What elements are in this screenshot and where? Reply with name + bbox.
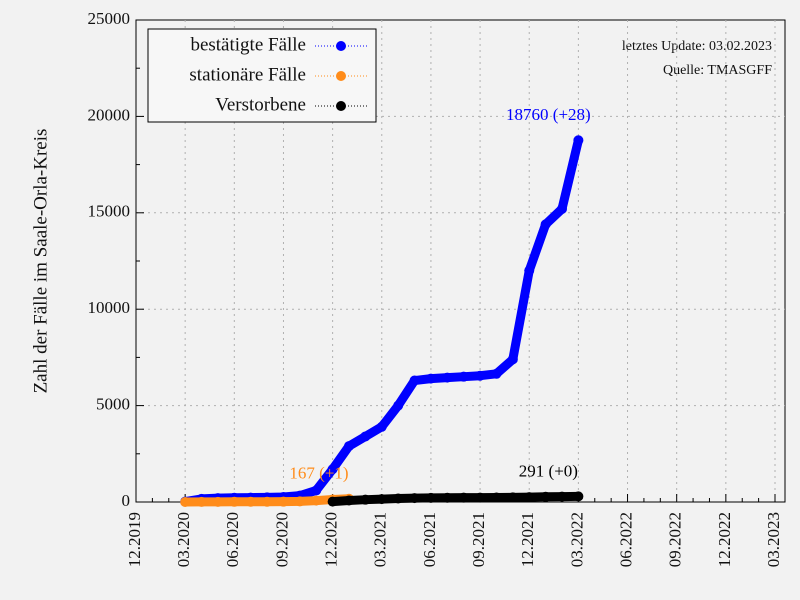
value-label: 291 (+0) xyxy=(519,461,578,480)
data-point xyxy=(393,493,404,504)
x-tick-label: 09.2022 xyxy=(666,512,685,567)
x-tick-label: 06.2020 xyxy=(223,512,242,567)
data-point xyxy=(425,492,436,503)
x-tick-label: 03.2022 xyxy=(567,512,586,567)
data-point xyxy=(344,441,354,452)
y-tick-label: 10000 xyxy=(88,298,131,317)
data-point xyxy=(212,496,223,507)
data-point xyxy=(573,491,584,502)
x-tick-label: 09.2020 xyxy=(272,512,291,567)
x-tick-label: 12.2021 xyxy=(518,512,537,567)
data-point xyxy=(442,492,453,503)
legend-label: Verstorbene xyxy=(215,94,306,115)
data-point xyxy=(327,496,338,507)
data-point xyxy=(360,431,371,442)
data-point xyxy=(491,492,502,503)
data-point xyxy=(425,373,436,384)
value-label: 167 (+1) xyxy=(289,464,348,483)
data-point xyxy=(557,491,567,502)
data-point xyxy=(376,494,387,505)
data-point xyxy=(229,496,240,507)
data-point xyxy=(409,493,420,504)
data-point xyxy=(491,368,502,379)
data-point xyxy=(409,375,420,386)
x-tick-label: 03.2023 xyxy=(764,512,783,567)
data-point xyxy=(475,492,486,503)
data-point xyxy=(393,400,404,411)
y-tick-label: 5000 xyxy=(96,395,130,414)
data-point xyxy=(540,491,551,502)
legend-label: stationäre Fälle xyxy=(189,64,306,85)
value-label: 18760 (+28) xyxy=(506,105,591,124)
data-point xyxy=(458,371,469,382)
legend-marker xyxy=(336,41,346,51)
x-tick-label: 12.2022 xyxy=(715,512,734,567)
data-point xyxy=(376,421,387,432)
data-point xyxy=(524,265,535,276)
x-tick-label: 03.2020 xyxy=(174,512,193,567)
data-point xyxy=(196,496,207,507)
data-point xyxy=(360,494,371,505)
data-point xyxy=(294,496,305,507)
data-point xyxy=(507,354,518,365)
y-tick-label: 0 xyxy=(122,491,131,510)
y-tick-label: 25000 xyxy=(88,9,131,28)
data-point xyxy=(442,372,453,383)
data-point xyxy=(311,485,322,496)
series xyxy=(327,491,584,507)
legend: bestätigte Fälle stationäre Fälle Verstorb… xyxy=(147,28,377,123)
data-point xyxy=(278,496,289,507)
data-point xyxy=(262,496,273,507)
data-point xyxy=(475,370,486,381)
x-tick-label: 09.2021 xyxy=(469,512,488,567)
x-tick-label: 06.2022 xyxy=(616,512,635,567)
data-point xyxy=(573,135,584,146)
legend-label: bestätigte Fälle xyxy=(190,34,306,55)
data-point xyxy=(458,492,469,503)
y-axis-label: Zahl der Fälle im Saale-Orla-Kreis xyxy=(30,129,51,394)
y-tick-label: 20000 xyxy=(88,105,131,124)
data-point xyxy=(311,495,322,506)
legend-marker xyxy=(336,101,346,111)
x-tick-label: 03.2021 xyxy=(371,512,390,567)
legend-marker xyxy=(336,71,346,81)
data-point xyxy=(344,495,354,506)
data-point xyxy=(557,203,567,214)
update-note: letztes Update: 03.02.2023 xyxy=(622,39,772,54)
x-tick-label: 06.2021 xyxy=(420,512,439,567)
x-tick-label: 12.2019 xyxy=(125,512,144,567)
data-point xyxy=(245,496,256,507)
data-point xyxy=(540,219,551,230)
data-point xyxy=(507,492,518,503)
x-tick-label: 12.2020 xyxy=(322,512,341,567)
y-tick-label: 15000 xyxy=(88,202,131,221)
data-point xyxy=(524,492,535,503)
data-point xyxy=(327,464,338,475)
series-line xyxy=(328,491,583,507)
data-point xyxy=(180,497,191,507)
source-note: Quelle: TMASGFF xyxy=(663,63,772,78)
